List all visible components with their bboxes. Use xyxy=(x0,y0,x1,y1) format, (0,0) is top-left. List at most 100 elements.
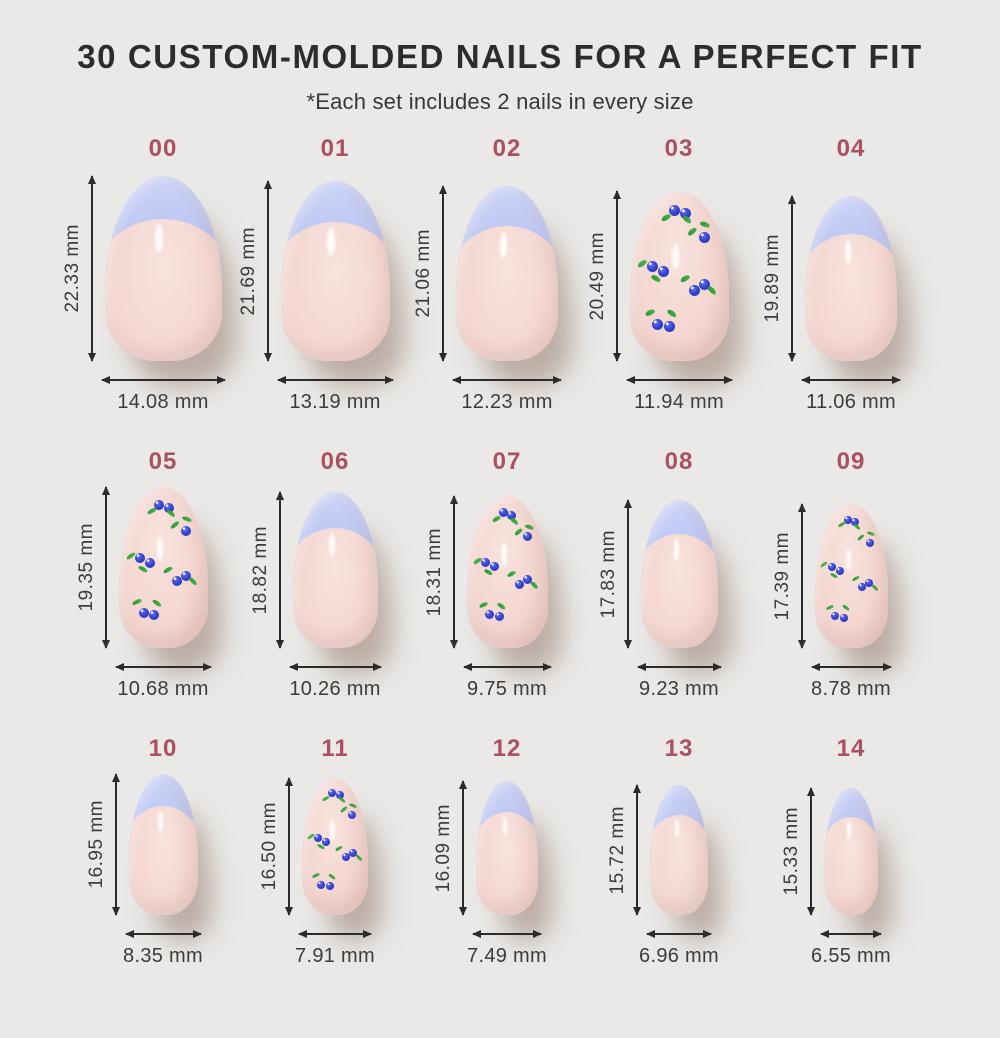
blueberry-dot xyxy=(688,284,700,296)
width-arrow-icon xyxy=(462,663,552,671)
nail-block: 21.06 mm xyxy=(413,185,558,362)
size-label-04: 04 xyxy=(836,135,866,162)
blueberry-dot xyxy=(827,563,836,572)
nail-block: 16.95 mm xyxy=(86,773,198,916)
size-label-02: 02 xyxy=(492,135,522,162)
blueberry-dot xyxy=(490,562,500,572)
nail-area: 15.72 mm xyxy=(607,771,708,916)
width-arrow-icon xyxy=(810,663,892,671)
leaf-mark xyxy=(322,794,331,802)
width-measure xyxy=(298,929,372,939)
leaf-mark xyxy=(666,308,678,318)
shine-highlight xyxy=(330,820,335,842)
blueberry-dot xyxy=(858,583,867,592)
height-value: 19.89 mm xyxy=(762,234,783,323)
width-arrow-icon xyxy=(298,930,372,938)
leaf-mark xyxy=(188,576,198,586)
shine-highlight xyxy=(847,821,851,841)
leaf-mark xyxy=(509,516,519,525)
nail-block: 19.35 mm xyxy=(76,486,208,649)
height-value: 21.06 mm xyxy=(413,229,434,318)
leaf-mark xyxy=(637,258,649,269)
blueberry-dot xyxy=(313,834,322,843)
nail-area: 17.83 mm xyxy=(598,484,718,649)
nail-pink-base xyxy=(640,534,718,648)
leaf-mark xyxy=(529,580,539,589)
width-value: 9.75 mm xyxy=(467,678,547,700)
blueberry-dot xyxy=(144,557,155,568)
leaf-mark xyxy=(334,845,343,852)
nail-cell-09: 09 17.39 mm 8.78 mm xyxy=(765,448,937,701)
width-value: 7.91 mm xyxy=(295,945,375,967)
blueberry-dot xyxy=(485,610,495,619)
height-arrow-icon xyxy=(612,190,621,362)
nail-cell-05: 05 19.35 mm 10.68 mm xyxy=(76,448,249,701)
blueberry-dot xyxy=(341,853,350,862)
nail-cell-10: 10 16.95 mm 8.35 mm xyxy=(77,735,249,968)
nail-cell-11: 11 16.50 mm 7.91 mm xyxy=(249,735,421,968)
leaf-mark xyxy=(682,214,693,225)
size-row-1: 00 22.33 mm 14.08 mm 01 21.69 mm 13.19 mm 02 21… xyxy=(14,135,1000,414)
size-label-08: 08 xyxy=(664,448,694,475)
height-value: 18.82 mm xyxy=(249,525,271,615)
size-row-3: 10 16.95 mm 8.35 mm 11 16.50 mm 7.91 mm 12 16.0… xyxy=(14,735,1000,968)
width-arrow-icon xyxy=(801,376,901,384)
width-value: 9.23 mm xyxy=(639,678,719,700)
nail-french-13 xyxy=(650,785,708,915)
blueberry-dot xyxy=(180,525,191,536)
width-value: 14.08 mm xyxy=(117,391,209,413)
width-value: 8.78 mm xyxy=(811,678,891,700)
leaf-mark xyxy=(841,604,850,612)
nail-area: 22.33 mm xyxy=(62,171,222,362)
size-label-01: 01 xyxy=(320,135,350,162)
leaf-mark xyxy=(125,551,136,561)
height-measure: 20.49 mm xyxy=(587,190,621,362)
nail-block: 15.72 mm xyxy=(607,784,708,916)
nail-cell-12: 12 16.09 mm 7.49 mm xyxy=(421,735,593,968)
height-value: 21.69 mm xyxy=(237,226,259,316)
blueberry-dot xyxy=(515,579,525,589)
blueberry-dot xyxy=(321,837,330,846)
width-arrow-icon xyxy=(288,663,382,671)
blueberry-dot xyxy=(171,575,182,586)
leaf-mark xyxy=(472,556,482,565)
width-measure xyxy=(462,662,552,672)
nail-size-chart-page: 30 CUSTOM-MOLDED NAILS FOR A PERFECT FIT… xyxy=(0,38,1000,1038)
height-value: 17.83 mm xyxy=(597,529,619,619)
width-measure xyxy=(472,929,542,939)
height-arrow-icon xyxy=(439,185,447,362)
leaf-mark xyxy=(354,853,363,862)
blueberry-dot xyxy=(698,231,710,243)
nail-block: 15.33 mm xyxy=(781,787,878,916)
leaf-mark xyxy=(699,220,712,229)
blueberry-dot xyxy=(325,882,334,891)
leaf-mark xyxy=(830,572,839,579)
width-value: 13.19 mm xyxy=(289,391,381,413)
blueberry-dot xyxy=(134,553,145,563)
page-title: 30 CUSTOM-MOLDED NAILS FOR A PERFECT FIT xyxy=(77,38,923,75)
leaf-mark xyxy=(513,527,523,536)
shine-highlight xyxy=(844,238,851,264)
width-measure xyxy=(114,662,212,672)
shine-highlight xyxy=(327,227,335,255)
nail-area: 16.09 mm xyxy=(433,771,538,916)
height-value: 15.33 mm xyxy=(781,807,802,896)
nail-area: 16.95 mm xyxy=(86,771,198,916)
nail-cell-07: 07 18.31 mm 9.75 mm xyxy=(421,448,593,701)
nail-pink-base xyxy=(104,218,222,361)
blueberry-dot xyxy=(663,320,675,332)
nail-pink-base xyxy=(650,814,708,915)
nail-area: 19.89 mm xyxy=(762,171,897,362)
nail-pink-base xyxy=(824,817,878,915)
height-measure: 15.72 mm xyxy=(607,784,641,916)
nail-french-12 xyxy=(476,781,538,915)
nail-pink-base xyxy=(476,811,538,915)
leaf-mark xyxy=(132,597,143,606)
shine-highlight xyxy=(502,815,507,836)
width-value: 10.26 mm xyxy=(289,678,381,700)
leaf-mark xyxy=(339,806,348,814)
leaf-mark xyxy=(337,796,346,804)
nail-cell-03: 03 20.49 mm 11.94 mm xyxy=(587,135,765,414)
leaf-mark xyxy=(349,802,358,809)
nail-area: 21.06 mm xyxy=(413,171,558,362)
